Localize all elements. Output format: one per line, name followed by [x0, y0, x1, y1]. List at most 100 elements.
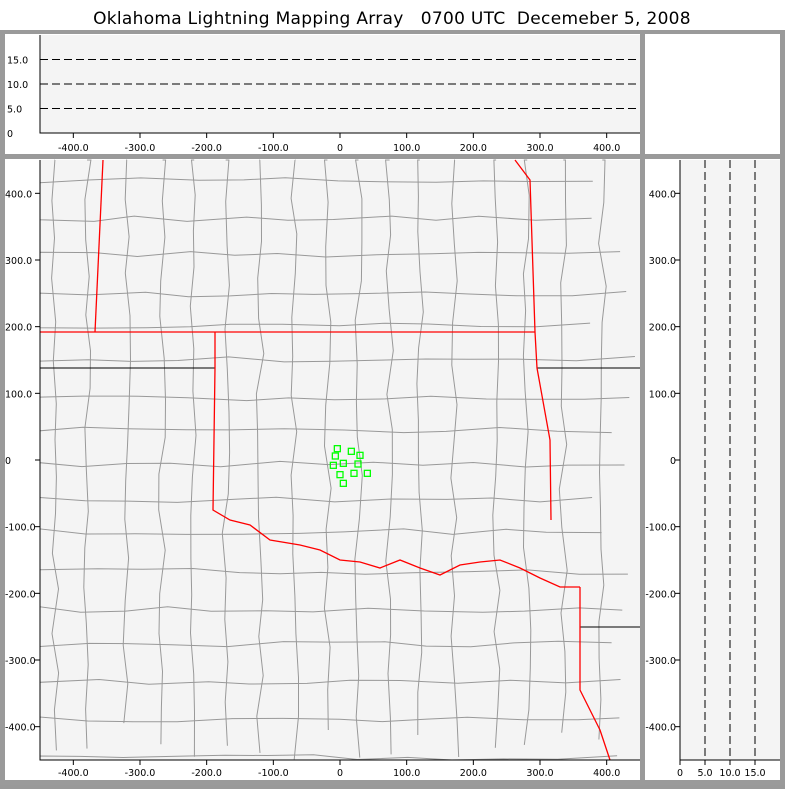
- x-tick-label: 200.0: [460, 768, 487, 779]
- y-tick-label: -400.0: [5, 723, 36, 734]
- county-line: [39, 291, 627, 298]
- county-line: [39, 754, 618, 761]
- altitude-tick-label: 15.0: [7, 56, 28, 67]
- chart-title: Oklahoma Lightning Mapping Array 0700 UT…: [93, 9, 691, 29]
- county-line: [39, 356, 635, 363]
- county-line: [354, 159, 363, 758]
- y-tick-label: 200.0: [649, 323, 676, 334]
- y-tick-label: 400.0: [5, 189, 32, 200]
- county-line: [158, 159, 167, 745]
- lightning-source-point: [331, 452, 339, 460]
- county-line: [39, 322, 591, 329]
- altitude-tick-label: 5.0: [697, 768, 712, 779]
- county-line: [598, 159, 607, 740]
- county-line: [450, 159, 460, 758]
- y-tick-label: -100.0: [645, 523, 676, 534]
- y-tick-label: -300.0: [5, 656, 36, 667]
- county-line: [39, 395, 630, 402]
- y-tick-label: 0: [670, 456, 676, 467]
- county-line: [39, 426, 612, 434]
- county-line: [39, 716, 620, 723]
- state-border: [212, 332, 580, 588]
- top-axis-line: [39, 35, 640, 134]
- y-tick-label: 200.0: [5, 323, 32, 334]
- state-border: [94, 159, 104, 333]
- y-tick-label: 400.0: [649, 189, 676, 200]
- county-line: [39, 177, 593, 184]
- x-tick-label: -100.0: [258, 143, 289, 154]
- x-tick-label: -200.0: [191, 143, 222, 154]
- county-line: [39, 215, 592, 222]
- county-line: [39, 496, 593, 503]
- county-line: [51, 159, 60, 751]
- x-tick-label: -400.0: [58, 143, 89, 154]
- county-line: [189, 159, 197, 757]
- lightning-source-point: [350, 469, 358, 477]
- x-tick-label: 300.0: [526, 143, 553, 154]
- county-line: [323, 159, 332, 730]
- x-tick-label: 400.0: [593, 768, 620, 779]
- state-border: [579, 587, 611, 761]
- county-line: [39, 460, 625, 468]
- altitude-tick-label: 0: [7, 129, 13, 140]
- plan-axis-line: [39, 160, 640, 761]
- y-tick-label: 0: [5, 456, 11, 467]
- lightning-sources: [329, 445, 371, 487]
- x-tick-label: -400.0: [58, 768, 89, 779]
- x-tick-label: -300.0: [125, 768, 156, 779]
- x-tick-label: 0: [337, 768, 343, 779]
- county-line: [255, 159, 265, 753]
- x-tick-label: -100.0: [258, 768, 289, 779]
- x-tick-label: 400.0: [593, 143, 620, 154]
- y-tick-label: 100.0: [5, 389, 32, 400]
- altitude-tick-label: 10.0: [7, 80, 28, 91]
- county-line: [122, 159, 132, 724]
- county-line: [39, 251, 621, 258]
- county-line: [290, 159, 299, 760]
- x-tick-label: -300.0: [125, 143, 156, 154]
- y-tick-label: 300.0: [649, 256, 676, 267]
- x-tick-label: -200.0: [191, 768, 222, 779]
- county-line: [221, 159, 231, 746]
- x-tick-label: 0: [337, 143, 343, 154]
- county-line: [83, 159, 92, 749]
- altitude-tick-label: 0: [677, 768, 683, 779]
- x-tick-label: 300.0: [526, 768, 553, 779]
- lightning-source-point: [347, 447, 355, 455]
- title-bar: [0, 0, 785, 30]
- x-tick-label: 100.0: [393, 768, 420, 779]
- y-tick-label: -100.0: [5, 523, 36, 534]
- county-line: [39, 640, 612, 648]
- county-map: [39, 159, 640, 761]
- axes: -400.0 -300.0 -200.0 -100.0 0 100.0 200.0 300.0…: [5, 35, 780, 779]
- county-line: [558, 159, 568, 733]
- y-tick-label: -200.0: [5, 589, 36, 600]
- county-line: [39, 528, 602, 535]
- x-tick-label: 100.0: [393, 143, 420, 154]
- lightning-source-point: [329, 461, 337, 469]
- county-line: [39, 678, 621, 685]
- lightning-source-point: [363, 469, 371, 477]
- county-line: [385, 159, 394, 755]
- county-line: [39, 567, 628, 575]
- y-tick-label: 100.0: [649, 389, 676, 400]
- lightning-source-point: [354, 460, 362, 468]
- y-tick-label: -300.0: [645, 656, 676, 667]
- county-line: [39, 606, 623, 613]
- altitude-tick-label: 5.0: [7, 105, 22, 116]
- y-tick-label: -400.0: [645, 723, 676, 734]
- lightning-source-point: [356, 451, 364, 459]
- county-line: [416, 159, 424, 736]
- lightning-source-point: [339, 459, 347, 467]
- y-tick-label: 300.0: [5, 256, 32, 267]
- corner-panel: [645, 34, 780, 154]
- altitude-tick-label: 15.0: [744, 768, 765, 779]
- lightning-source-point: [336, 471, 344, 479]
- altitude-tick-label: 10.0: [719, 768, 740, 779]
- lightning-source-point: [339, 479, 347, 487]
- y-tick-label: -200.0: [645, 589, 676, 600]
- x-tick-label: 200.0: [460, 143, 487, 154]
- lightning-source-point: [333, 445, 341, 453]
